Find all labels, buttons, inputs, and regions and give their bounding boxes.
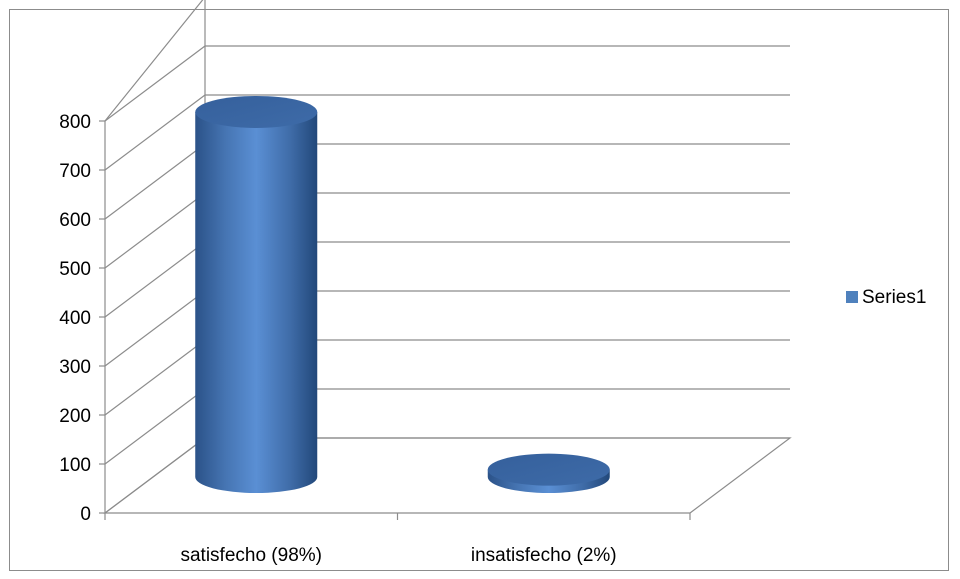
y-tick-label: 500 bbox=[59, 259, 91, 280]
legend-label: Series1 bbox=[862, 287, 926, 308]
bar-top bbox=[487, 453, 610, 486]
y-tick-label: 700 bbox=[59, 161, 91, 182]
bar bbox=[195, 95, 318, 493]
y-tick-label: 0 bbox=[80, 504, 91, 525]
bar bbox=[487, 453, 610, 493]
y-tick-label: 400 bbox=[59, 308, 91, 329]
y-tick-label: 100 bbox=[59, 455, 91, 476]
x-axis-category-labels: satisfecho (98%) insatisfecho (2%) bbox=[180, 545, 616, 566]
y-tick-label: 300 bbox=[59, 357, 91, 378]
bar-body bbox=[195, 111, 318, 493]
x-category-label: satisfecho (98%) bbox=[180, 545, 322, 566]
y-tick-label: 200 bbox=[59, 406, 91, 427]
bars bbox=[195, 95, 610, 493]
legend-swatch bbox=[846, 291, 858, 303]
y-tick-label: 600 bbox=[59, 210, 91, 231]
bar-top bbox=[195, 95, 318, 128]
chart-area bbox=[9, 9, 949, 571]
y-tick-label: 800 bbox=[59, 112, 91, 133]
y-axis-tick-labels: 0 100 200 300 400 500 600 700 800 bbox=[59, 112, 91, 525]
x-category-label: insatisfecho (2%) bbox=[471, 545, 617, 566]
gridline bbox=[104, 0, 204, 122]
legend: Series1 bbox=[846, 287, 926, 308]
axes bbox=[99, 0, 691, 520]
